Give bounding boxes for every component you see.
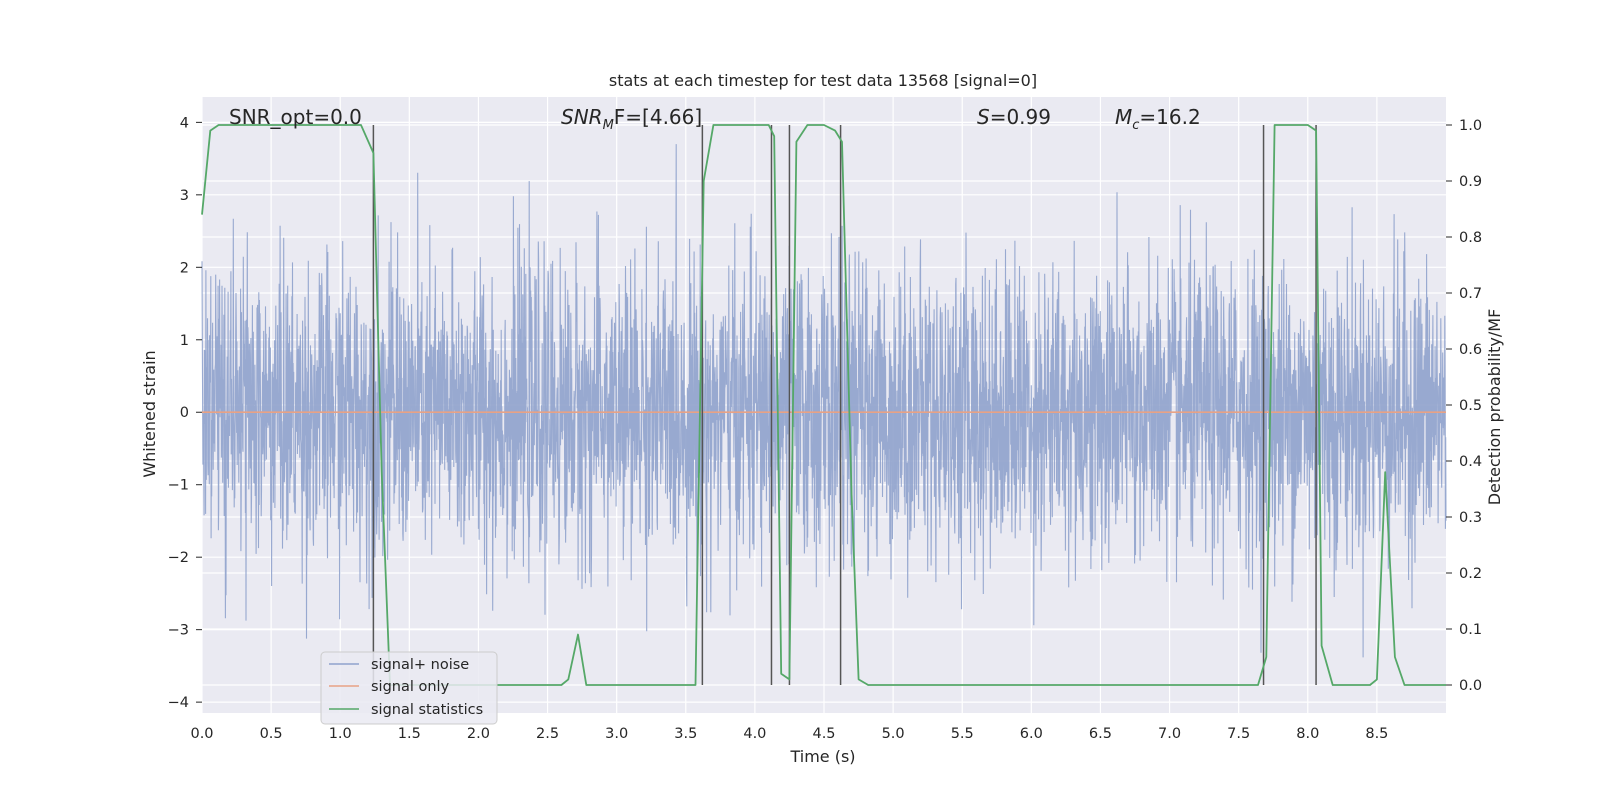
x-tick-label-2: 1.0	[329, 726, 352, 742]
x-tick-label-7: 3.5	[674, 726, 697, 742]
legend-label-signal-only: signal only	[371, 679, 450, 695]
y-tick-label-right-3: 0.7	[1459, 286, 1482, 302]
y-tick-label-right-6: 0.4	[1459, 454, 1482, 470]
y-tick-label-right-10: 0.0	[1459, 678, 1482, 694]
snr-mf-annotation: SNRMF=[4.66]	[561, 105, 702, 133]
x-tick-label-17: 8.5	[1365, 726, 1388, 742]
mc-sub: c	[1132, 118, 1139, 133]
legend: signal+ noise signal only signal statist…	[320, 651, 498, 725]
y-tick-label-left-3: 1	[180, 333, 189, 349]
x-tick-label-3: 1.5	[398, 726, 421, 742]
y-tick-label-right-9: 0.1	[1459, 622, 1482, 638]
y-tick-label-right-7: 0.3	[1459, 510, 1482, 526]
x-tick-label-12: 6.0	[1020, 726, 1043, 742]
x-tick-label-9: 4.5	[812, 726, 835, 742]
y-tick-label-left-4: 0	[180, 405, 189, 421]
y-tick-label-right-8: 0.2	[1459, 566, 1482, 582]
snr-mf-sub: M	[603, 118, 614, 133]
x-tick-label-11: 5.5	[951, 726, 974, 742]
x-tick-label-15: 7.5	[1227, 726, 1250, 742]
mc-annotation: Mc=16.2	[1115, 105, 1201, 133]
mc-main: M	[1115, 105, 1132, 129]
y-tick-label-right-1: 0.9	[1459, 174, 1482, 190]
y-tick-label-right-4: 0.6	[1459, 342, 1482, 358]
snr-mf-main: SNR	[561, 105, 603, 129]
s-main: S	[977, 105, 990, 129]
chart-title: stats at each timestep for test data 135…	[609, 71, 1037, 90]
y-tick-label-left-7: −3	[168, 623, 189, 639]
y-tick-label-left-0: 4	[180, 115, 189, 131]
y-tick-label-left-1: 3	[180, 188, 189, 204]
y-axis-label-left: Whitened strain	[140, 350, 159, 477]
x-tick-label-13: 6.5	[1089, 726, 1112, 742]
y-tick-label-left-5: −1	[168, 478, 189, 494]
y-tick-label-right-5: 0.5	[1459, 398, 1482, 414]
legend-box	[320, 651, 498, 725]
y-tick-label-left-2: 2	[180, 260, 189, 276]
s-annotation: S=0.99	[977, 105, 1051, 129]
mc-rest: =16.2	[1139, 105, 1200, 129]
y-tick-label-right-2: 0.8	[1459, 230, 1482, 246]
y-tick-label-left-8: −4	[168, 695, 189, 711]
y-tick-label-left-6: −2	[168, 550, 189, 566]
x-tick-label-10: 5.0	[882, 726, 905, 742]
s-rest: =0.99	[990, 105, 1051, 129]
x-tick-label-0: 0.0	[190, 726, 213, 742]
legend-label-statistics: signal statistics	[371, 702, 483, 718]
x-axis-label: Time (s)	[789, 747, 855, 766]
x-tick-label-1: 0.5	[260, 726, 283, 742]
legend-label-strain: signal+ noise	[371, 657, 469, 673]
x-tick-label-5: 2.5	[536, 726, 559, 742]
x-tick-label-8: 4.0	[743, 726, 766, 742]
x-tick-label-16: 8.0	[1296, 726, 1319, 742]
x-tick-label-6: 3.0	[605, 726, 628, 742]
series-signal-noise	[201, 144, 1447, 658]
x-tick-label-4: 2.0	[467, 726, 490, 742]
snr-opt-annotation: SNR_opt=0.0	[229, 105, 362, 129]
y-tick-label-right-0: 1.0	[1459, 118, 1482, 134]
x-tick-label-14: 7.0	[1158, 726, 1181, 742]
y-axis-label-right: Detection probability/MF	[1485, 309, 1504, 506]
snr-mf-rest: F=[4.66]	[614, 105, 702, 129]
